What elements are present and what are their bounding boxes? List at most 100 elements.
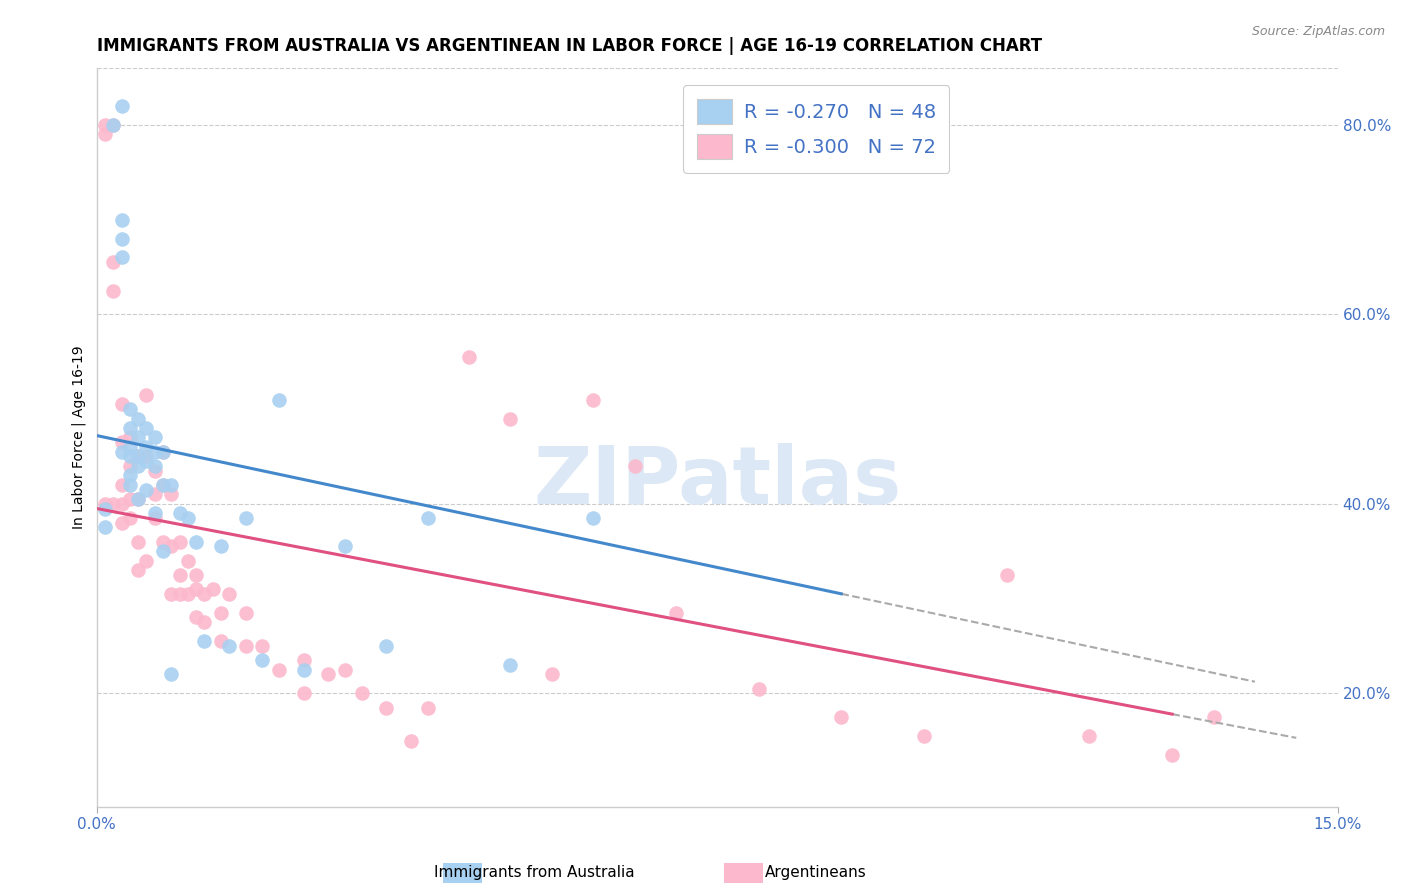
Point [458, 350, 481, 364]
Point [143, 464, 166, 478]
Point [169, 506, 191, 520]
Point [103, 118, 125, 132]
Point [135, 388, 157, 402]
Point [160, 667, 183, 681]
Point [416, 511, 439, 525]
Point [135, 440, 157, 454]
Point [193, 587, 215, 601]
Point [292, 653, 315, 667]
Point [118, 421, 141, 435]
Point [143, 430, 166, 444]
Text: ZIPatlas: ZIPatlas [533, 442, 901, 521]
Point [292, 686, 315, 700]
Point [350, 686, 373, 700]
Point [127, 491, 149, 506]
Point [235, 639, 257, 653]
Point [267, 392, 290, 407]
Point [127, 491, 149, 506]
Point [127, 458, 149, 473]
Point [111, 212, 134, 227]
Point [111, 99, 134, 113]
Point [748, 681, 770, 696]
Point [318, 667, 340, 681]
Point [160, 487, 183, 501]
Point [111, 516, 134, 530]
Text: Source: ZipAtlas.com: Source: ZipAtlas.com [1251, 25, 1385, 38]
Point [152, 444, 174, 458]
Point [218, 639, 240, 653]
Point [218, 587, 240, 601]
Point [1161, 747, 1184, 762]
Point [118, 458, 141, 473]
Point [995, 567, 1018, 582]
Point [127, 411, 149, 425]
Point [103, 118, 125, 132]
Point [111, 444, 134, 458]
Point [665, 606, 688, 620]
Point [118, 468, 141, 483]
Point [118, 402, 141, 417]
Point [135, 450, 157, 464]
Point [177, 587, 200, 601]
Point [169, 567, 191, 582]
Legend: R = -0.270   N = 48, R = -0.300   N = 72: R = -0.270 N = 48, R = -0.300 N = 72 [683, 85, 949, 173]
Point [118, 440, 141, 454]
Point [184, 534, 207, 549]
Point [375, 639, 398, 653]
Point [540, 667, 562, 681]
Point [169, 587, 191, 601]
Point [94, 520, 117, 534]
Point [143, 487, 166, 501]
Point [94, 501, 117, 516]
Point [292, 663, 315, 677]
Point [143, 506, 166, 520]
Point [111, 251, 134, 265]
Point [152, 534, 174, 549]
Point [135, 483, 157, 497]
Point [94, 497, 117, 511]
Point [209, 606, 232, 620]
Point [830, 710, 852, 724]
Point [127, 430, 149, 444]
Point [184, 567, 207, 582]
Point [160, 540, 183, 554]
Point [103, 255, 125, 269]
Point [135, 421, 157, 435]
Point [177, 511, 200, 525]
Point [118, 511, 141, 525]
Point [499, 411, 522, 425]
Point [111, 397, 134, 411]
Point [94, 128, 117, 142]
Point [143, 511, 166, 525]
Point [193, 615, 215, 630]
Point [375, 700, 398, 714]
Point [499, 657, 522, 672]
Point [103, 284, 125, 298]
Point [118, 430, 141, 444]
Point [252, 639, 274, 653]
Point [1078, 729, 1101, 743]
Point [912, 729, 935, 743]
Point [193, 634, 215, 648]
Point [160, 478, 183, 492]
Point [152, 478, 174, 492]
Point [143, 458, 166, 473]
Point [111, 435, 134, 450]
Point [118, 450, 141, 464]
Point [111, 478, 134, 492]
Point [830, 807, 852, 822]
Point [118, 491, 141, 506]
Point [416, 700, 439, 714]
Point [94, 118, 117, 132]
Point [127, 450, 149, 464]
Point [143, 444, 166, 458]
Point [1202, 710, 1225, 724]
Point [152, 544, 174, 558]
Point [135, 554, 157, 568]
Point [399, 733, 422, 747]
Point [127, 534, 149, 549]
Point [118, 478, 141, 492]
Text: Argentineans: Argentineans [765, 865, 866, 880]
Point [333, 663, 356, 677]
Point [267, 663, 290, 677]
